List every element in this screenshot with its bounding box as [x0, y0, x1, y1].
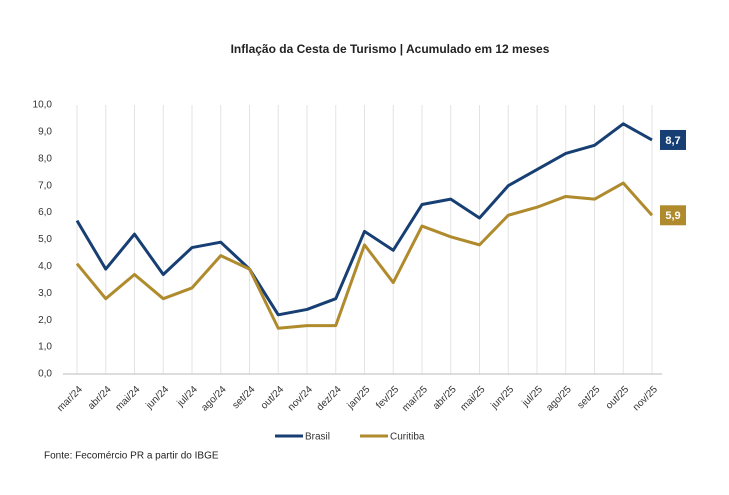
x-tick-label: jul/25 [520, 384, 546, 410]
x-tick-label: dez/24 [315, 384, 344, 413]
x-tick-label: nov/25 [631, 384, 660, 413]
x-tick-label: jun/24 [143, 384, 171, 412]
x-tick-label: set/24 [230, 384, 257, 411]
x-tick-label: jan/25 [345, 384, 373, 412]
y-tick-label: 5,0 [38, 234, 52, 245]
x-tick-label: jul/24 [175, 384, 201, 410]
y-tick-label: 0,0 [38, 369, 52, 380]
x-tick-label: mai/24 [113, 384, 142, 413]
x-tick-label: fev/25 [374, 384, 401, 411]
y-tick-label: 4,0 [38, 261, 52, 272]
value-label-box [660, 129, 686, 150]
value-label: 5,9 [665, 210, 680, 222]
x-tick-label: set/25 [575, 384, 602, 411]
chart-title: Inflação da Cesta de Turismo | Acumulado… [231, 42, 550, 56]
legend-label: Brasil [305, 432, 330, 443]
x-tick-label: nov/24 [286, 384, 315, 413]
x-tick-label: abr/24 [86, 384, 114, 412]
x-tick-label: out/25 [604, 384, 632, 412]
x-tick-label: ago/24 [199, 384, 229, 414]
y-tick-label: 8,0 [38, 153, 52, 164]
y-tick-label: 9,0 [38, 127, 52, 138]
source-note: Fonte: Fecomércio PR a partir do IBGE [44, 451, 219, 462]
x-tick-label: mar/25 [400, 384, 430, 414]
value-label-box [660, 205, 686, 226]
x-tick-label: abr/25 [431, 384, 459, 412]
x-tick-label: out/24 [259, 384, 287, 412]
y-tick-label: 2,0 [38, 315, 52, 326]
value-label: 8,7 [665, 135, 680, 147]
x-tick-label: jun/25 [488, 384, 516, 412]
y-tick-label: 10,0 [33, 100, 53, 111]
y-tick-label: 7,0 [38, 180, 52, 191]
x-tick-label: mar/24 [55, 384, 85, 414]
x-tick-label: ago/25 [544, 384, 574, 414]
series-line [75, 181, 654, 330]
x-tick-label: mai/25 [458, 384, 487, 413]
y-tick-label: 1,0 [38, 342, 52, 353]
series-line [75, 122, 653, 317]
y-tick-label: 3,0 [38, 288, 52, 299]
legend-label: Curitiba [390, 432, 425, 443]
y-tick-label: 6,0 [38, 207, 52, 218]
